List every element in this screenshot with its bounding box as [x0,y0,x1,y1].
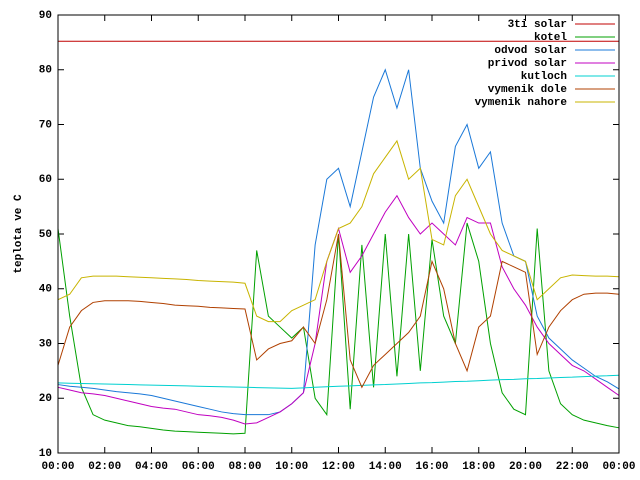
legend-label: odvod solar [494,45,567,57]
x-tick-label: 12:00 [322,461,355,473]
y-axis-label: teplota ve C [13,194,25,274]
y-tick-label: 60 [39,174,52,186]
legend-label: 3ti solar [508,19,567,31]
x-tick-label: 16:00 [415,461,448,473]
y-tick-label: 30 [39,338,52,350]
y-tick-label: 80 [39,65,52,77]
series-line [57,139,620,323]
series-line [57,374,620,389]
x-tick-label: 02:00 [88,461,121,473]
legend-label: vymenik dole [488,84,568,96]
x-tick-label: 04:00 [135,461,168,473]
y-tick-label: 70 [39,119,52,131]
x-tick-label: 22:00 [556,461,589,473]
x-tick-label: 08:00 [228,461,261,473]
x-tick-label: 00:00 [41,461,74,473]
y-tick-label: 20 [39,393,52,405]
legend-label: privod solar [488,58,567,70]
legend-label: kotel [534,32,567,44]
y-tick-label: 50 [39,229,52,241]
x-tick-label: 10:00 [275,461,308,473]
legend-label: vymenik nahore [475,97,568,109]
x-tick-label: 00:00 [602,461,635,473]
x-tick-label: 18:00 [462,461,495,473]
x-tick-label: 06:00 [182,461,215,473]
plot-border [57,14,620,454]
y-tick-label: 90 [39,10,52,22]
x-tick-label: 14:00 [369,461,402,473]
y-tick-label: 40 [39,284,52,296]
y-tick-label: 10 [39,448,52,460]
series-line [57,233,620,389]
x-tick-label: 20:00 [509,461,542,473]
legend-label: kutloch [521,71,567,83]
